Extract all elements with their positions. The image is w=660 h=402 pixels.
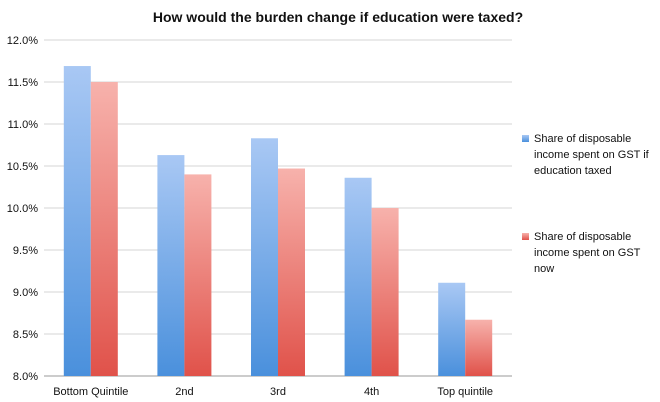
bar-education-taxed-4 (438, 282, 466, 376)
bar-now-2 (278, 168, 305, 376)
chart-title: How would the burden change if education… (153, 9, 523, 25)
x-tick-label: 4th (364, 386, 379, 398)
legend-label: income spent on GST if (534, 149, 650, 161)
legend-label: income spent on GST (534, 247, 641, 259)
bar-education-taxed-3 (344, 177, 372, 376)
y-tick-label: 11.5% (8, 77, 39, 89)
bars (63, 66, 493, 376)
bar-now-3 (371, 208, 399, 376)
legend-label: now (534, 263, 554, 275)
x-tick-label: Bottom Quintile (53, 386, 128, 398)
x-axis-ticks: Bottom Quintile 2nd 3rd 4th Top quintile (53, 386, 493, 398)
y-tick-label: 10.5% (7, 161, 38, 173)
legend-label: Share of disposable (534, 231, 631, 243)
legend-swatch (522, 135, 529, 142)
bar-now-0 (90, 82, 118, 376)
y-tick-label: 12.0% (7, 35, 38, 47)
y-tick-label: 8.0% (13, 371, 38, 383)
legend: Share of disposable income spent on GST i… (522, 133, 650, 275)
y-axis-ticks: 8.0% 8.5% 9.0% 9.5% 10.0% 10.5% 11.0% 11.5% 12.0… (7, 35, 38, 383)
x-tick-label: Top quintile (437, 386, 493, 398)
bar-now-4 (465, 319, 493, 376)
y-tick-label: 8.5% (13, 329, 38, 341)
legend-label: Share of disposable (534, 133, 631, 145)
legend-swatch (522, 233, 529, 240)
x-tick-label: 2nd (175, 386, 193, 398)
x-tick-label: 3rd (270, 386, 286, 398)
bar-education-taxed-1 (157, 155, 185, 376)
y-tick-label: 9.0% (13, 287, 38, 299)
y-tick-label: 10.0% (7, 203, 38, 215)
bar-education-taxed-0 (63, 66, 91, 376)
legend-label: education taxed (534, 165, 612, 177)
bar-now-1 (184, 174, 212, 376)
y-tick-label: 11.0% (8, 119, 39, 131)
y-tick-label: 9.5% (13, 245, 38, 257)
bar-education-taxed-2 (251, 138, 278, 376)
